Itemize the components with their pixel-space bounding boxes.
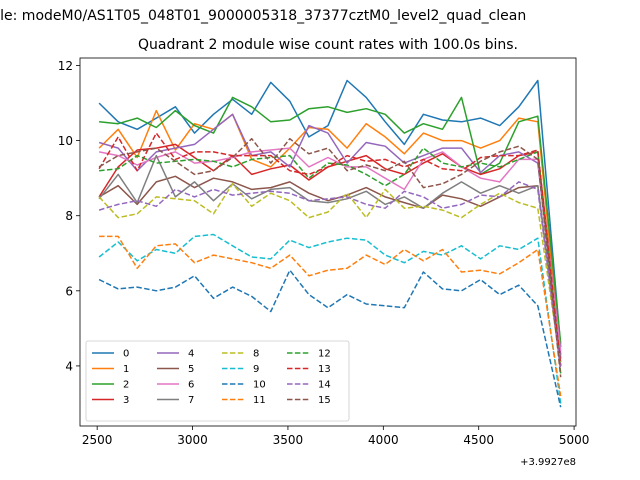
x-tick-label-4000: 4000 <box>368 433 399 447</box>
series-line-8 <box>98 183 562 367</box>
y-tick-label-8: 8 <box>65 209 73 223</box>
x-axis: 2500 3000 3500 4000 4500 5000 <box>82 426 589 447</box>
legend-label-8: 8 <box>253 349 259 360</box>
legend-label-1: 1 <box>123 364 129 375</box>
x-tick-label-3500: 3500 <box>273 433 304 447</box>
y-tick-label-10: 10 <box>58 134 73 148</box>
legend-label-14: 14 <box>318 380 331 391</box>
series-line-7 <box>98 154 562 363</box>
series-line-13 <box>98 132 562 366</box>
series-line-5 <box>98 175 562 366</box>
chart-title: Quadrant 2 module wise count rates with … <box>138 37 518 53</box>
series-line-11 <box>99 235 562 397</box>
legend-label-9: 9 <box>253 364 259 375</box>
legend-label-5: 5 <box>188 364 194 375</box>
series-line-9 <box>98 233 562 404</box>
legend-label-10: 10 <box>253 380 266 391</box>
series-line-15 <box>98 137 562 378</box>
y-axis: 4 6 8 10 12 <box>58 59 80 373</box>
series-line-4 <box>98 113 562 359</box>
legend-box <box>85 340 350 422</box>
series-line-0 <box>98 79 562 348</box>
legend-label-11: 11 <box>253 395 266 406</box>
y-tick-label-6: 6 <box>65 284 73 298</box>
legend-label-7: 7 <box>188 395 194 406</box>
legend-label-3: 3 <box>123 395 129 406</box>
series-layer <box>98 79 562 408</box>
legend-label-0: 0 <box>123 349 129 360</box>
legend-label-2: 2 <box>123 380 129 391</box>
series-line-10 <box>98 269 562 408</box>
suptitle: n file: modeM0/AS1T05_048T01_9000005318_… <box>0 8 526 24</box>
axes-frame <box>79 57 577 427</box>
x-tick-label-5000: 5000 <box>559 433 590 447</box>
series-line-1 <box>98 109 562 359</box>
y-tick-label-12: 12 <box>58 59 73 73</box>
legend-label-12: 12 <box>318 349 331 360</box>
x-tick-label-3000: 3000 <box>177 433 208 447</box>
legend-label-15: 15 <box>318 395 331 406</box>
legend-label-6: 6 <box>188 380 194 391</box>
x-tick-label-4500: 4500 <box>463 433 494 447</box>
series-line-6 <box>98 147 562 351</box>
x-offset-label: +3.9927e8 <box>520 457 576 468</box>
legend-label-13: 13 <box>318 364 331 375</box>
legend-label-4: 4 <box>188 349 194 360</box>
x-tick-label-2500: 2500 <box>82 433 113 447</box>
y-tick-label-4: 4 <box>65 359 73 373</box>
